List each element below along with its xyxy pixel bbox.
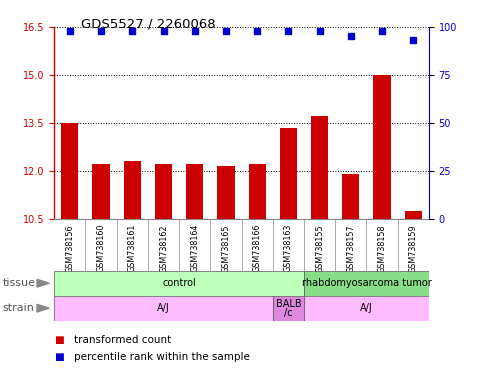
Bar	[155, 164, 172, 219]
Text: control: control	[162, 278, 196, 288]
Text: GSM738165: GSM738165	[221, 224, 230, 273]
Text: GSM738163: GSM738163	[284, 224, 293, 272]
Bar	[248, 164, 266, 219]
Bar	[342, 174, 359, 219]
Bar	[405, 211, 422, 219]
Bar	[124, 161, 141, 219]
Text: transformed count: transformed count	[74, 335, 171, 345]
Text: GSM738162: GSM738162	[159, 224, 168, 273]
Text: tissue: tissue	[2, 278, 35, 288]
Bar	[280, 127, 297, 219]
Bar	[54, 271, 304, 296]
Text: GSM738159: GSM738159	[409, 224, 418, 273]
Text: GSM738160: GSM738160	[97, 224, 106, 272]
Text: GSM738155: GSM738155	[315, 224, 324, 273]
Text: strain: strain	[2, 303, 35, 313]
Bar	[304, 271, 429, 296]
Text: GDS5527 / 2260068: GDS5527 / 2260068	[80, 17, 215, 30]
Text: GSM738157: GSM738157	[347, 224, 355, 273]
Bar	[304, 296, 429, 321]
Bar	[311, 116, 328, 219]
Bar	[93, 164, 109, 219]
Bar	[273, 296, 304, 321]
Text: GSM738166: GSM738166	[253, 224, 262, 272]
Text: percentile rank within the sample: percentile rank within the sample	[74, 352, 250, 362]
Bar	[186, 164, 203, 219]
Text: GSM738158: GSM738158	[378, 224, 387, 273]
Text: GSM738164: GSM738164	[190, 224, 199, 272]
Text: GSM738156: GSM738156	[66, 224, 74, 273]
Text: A/J: A/J	[360, 303, 373, 313]
Text: A/J: A/J	[157, 303, 170, 313]
Text: GSM738161: GSM738161	[128, 224, 137, 272]
Text: ■: ■	[54, 352, 64, 362]
Bar	[54, 296, 273, 321]
Text: rhabdomyosarcoma tumor: rhabdomyosarcoma tumor	[302, 278, 431, 288]
Bar	[61, 123, 78, 219]
Text: BALB
/c: BALB /c	[276, 299, 301, 318]
Bar	[374, 75, 390, 219]
Text: ■: ■	[54, 335, 64, 345]
Bar	[217, 166, 235, 219]
